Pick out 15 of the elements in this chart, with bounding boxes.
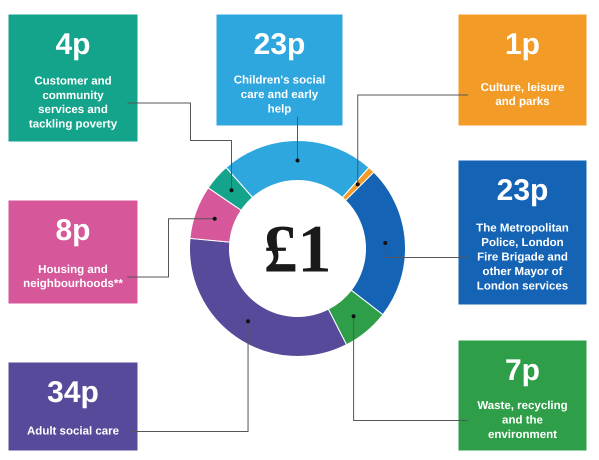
slice-label: Customer and community services and tackling poverty: [28, 75, 118, 131]
data-label: 23p: [496, 174, 548, 207]
slice-label: The Metropolitan Police, London Fire Brigade and other Mayor of London services: [476, 222, 569, 292]
slice-label: Culture, leisure and parks: [480, 82, 564, 108]
data-label: 23p: [254, 28, 306, 61]
slice-label: Children's social care and early help: [234, 74, 326, 116]
slice-label: Housing and neighbourhoods**: [23, 264, 124, 290]
data-label: 4p: [55, 28, 91, 61]
data-label: 1p: [504, 28, 540, 61]
data-label: 8p: [55, 214, 91, 247]
slice-label: Adult social care: [26, 426, 120, 438]
text: £1: [264, 210, 332, 286]
data-label: 34p: [47, 376, 99, 409]
data-label: 7p: [504, 354, 540, 387]
slice-label: Waste, recycling and the environment: [477, 400, 568, 441]
